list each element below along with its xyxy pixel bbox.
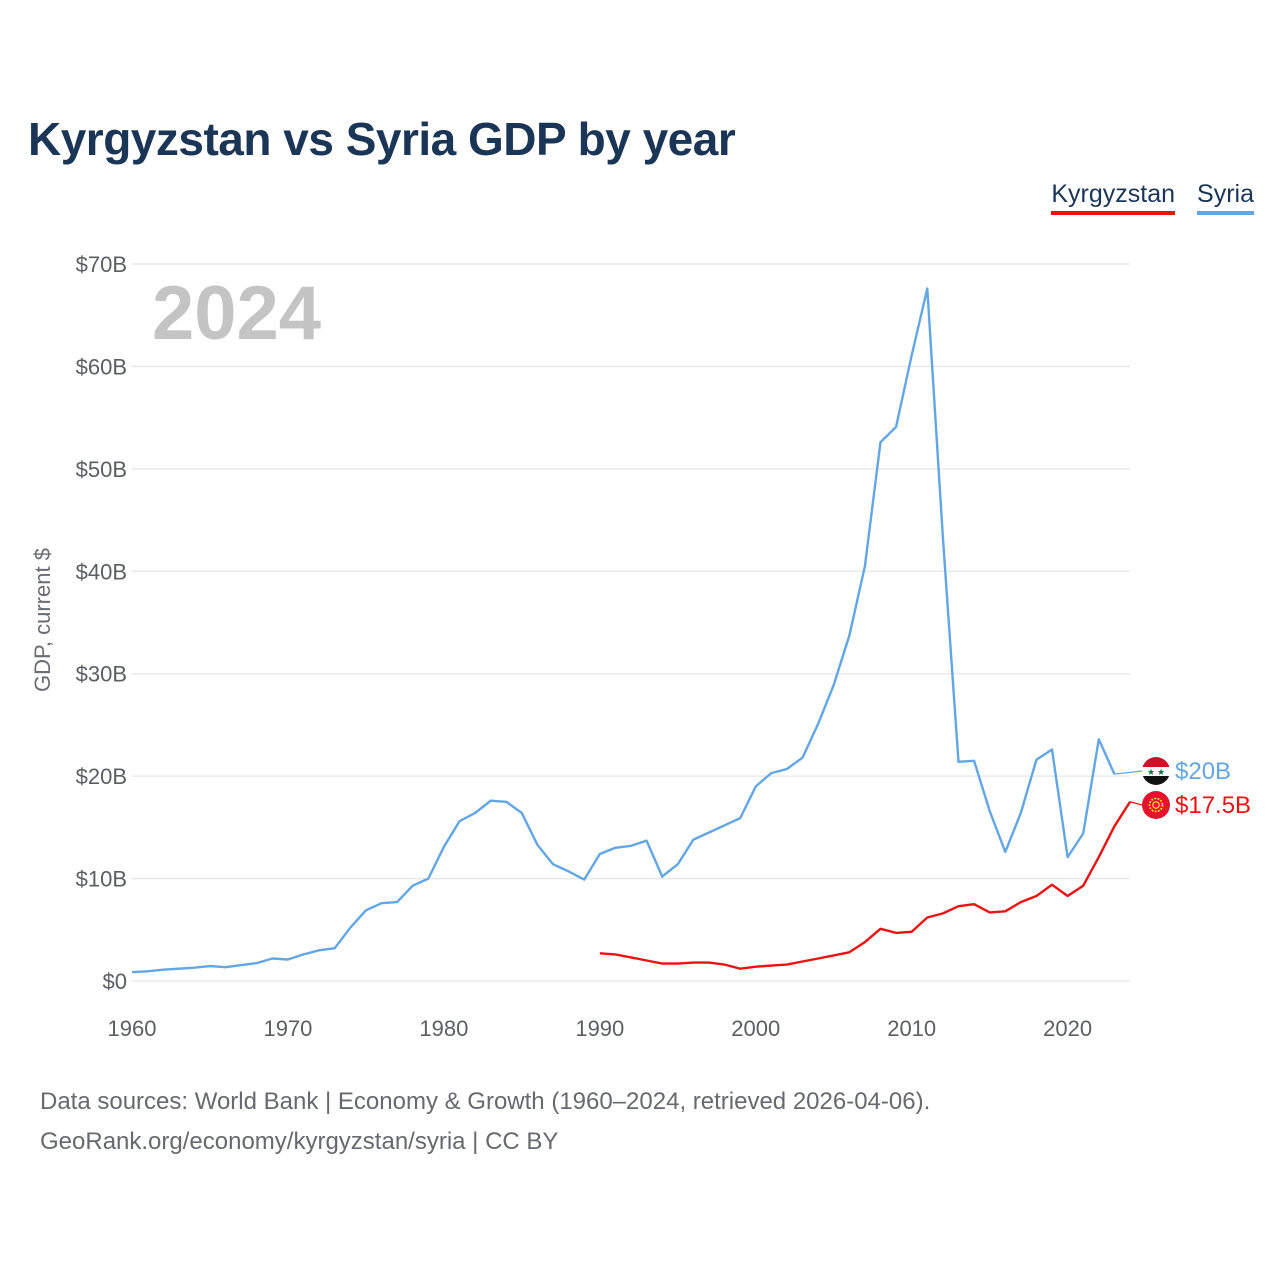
y-tick-label: $40B xyxy=(76,559,127,584)
x-tick-label: 1960 xyxy=(108,1016,157,1041)
year-label: 2024 xyxy=(152,271,321,356)
svg-text:★: ★ xyxy=(1147,768,1155,778)
svg-text:★: ★ xyxy=(1157,768,1165,778)
y-tick-label: $20B xyxy=(76,764,127,789)
y-tick-label: $10B xyxy=(76,867,127,892)
end-labels: ★ ★ $20B$17.5B xyxy=(1114,757,1251,819)
x-tick-label: 2010 xyxy=(887,1016,936,1041)
series-line-kyrgyzstan xyxy=(599,801,1132,970)
x-axis-ticks: 1960 1970 1980 1990 2000 2010 2020 xyxy=(108,1016,1093,1041)
y-axis-ticks: $0 $10B $20B $30B $40B $50B $60B $70B xyxy=(76,252,127,994)
syria-flag-icon: ★ ★ xyxy=(1142,757,1170,785)
y-tick-label: $60B xyxy=(76,354,127,379)
x-tick-label: 2000 xyxy=(731,1016,780,1041)
x-tick-label: 1970 xyxy=(263,1016,312,1041)
x-tick-label: 1980 xyxy=(419,1016,468,1041)
series-lines xyxy=(131,287,1132,974)
attribution-text: GeoRank.org/economy/kyrgyzstan/syria | C… xyxy=(40,1128,559,1155)
kyrgyzstan-end-label: $17.5B xyxy=(1175,792,1251,819)
y-tick-label: $50B xyxy=(76,457,127,482)
y-axis-label: GDP, current $ xyxy=(30,548,55,692)
grid-lines xyxy=(132,263,1130,982)
y-tick-label: $0 xyxy=(103,969,127,994)
y-tick-label: $70B xyxy=(76,252,127,277)
x-tick-label: 2020 xyxy=(1043,1016,1092,1041)
x-tick-label: 1990 xyxy=(575,1016,624,1041)
legend-item-kyrgyzstan[interactable]: Kyrgyzstan xyxy=(1051,180,1176,215)
chart-title: Kyrgyzstan vs Syria GDP by year xyxy=(28,113,736,165)
kyrgyzstan-leader-line xyxy=(1129,801,1143,806)
data-source-text: Data sources: World Bank | Economy & Gro… xyxy=(40,1088,931,1115)
legend: Kyrgyzstan Syria xyxy=(1051,180,1254,215)
syria-leader-line xyxy=(1114,770,1143,775)
kyrgyzstan-flag-icon xyxy=(1142,791,1170,819)
legend-item-syria[interactable]: Syria xyxy=(1197,180,1254,215)
series-line-syria xyxy=(131,287,1116,974)
syria-end-label: $20B xyxy=(1175,758,1231,785)
footer: Data sources: World Bank | Economy & Gro… xyxy=(40,1082,930,1162)
y-tick-label: $30B xyxy=(76,662,127,687)
